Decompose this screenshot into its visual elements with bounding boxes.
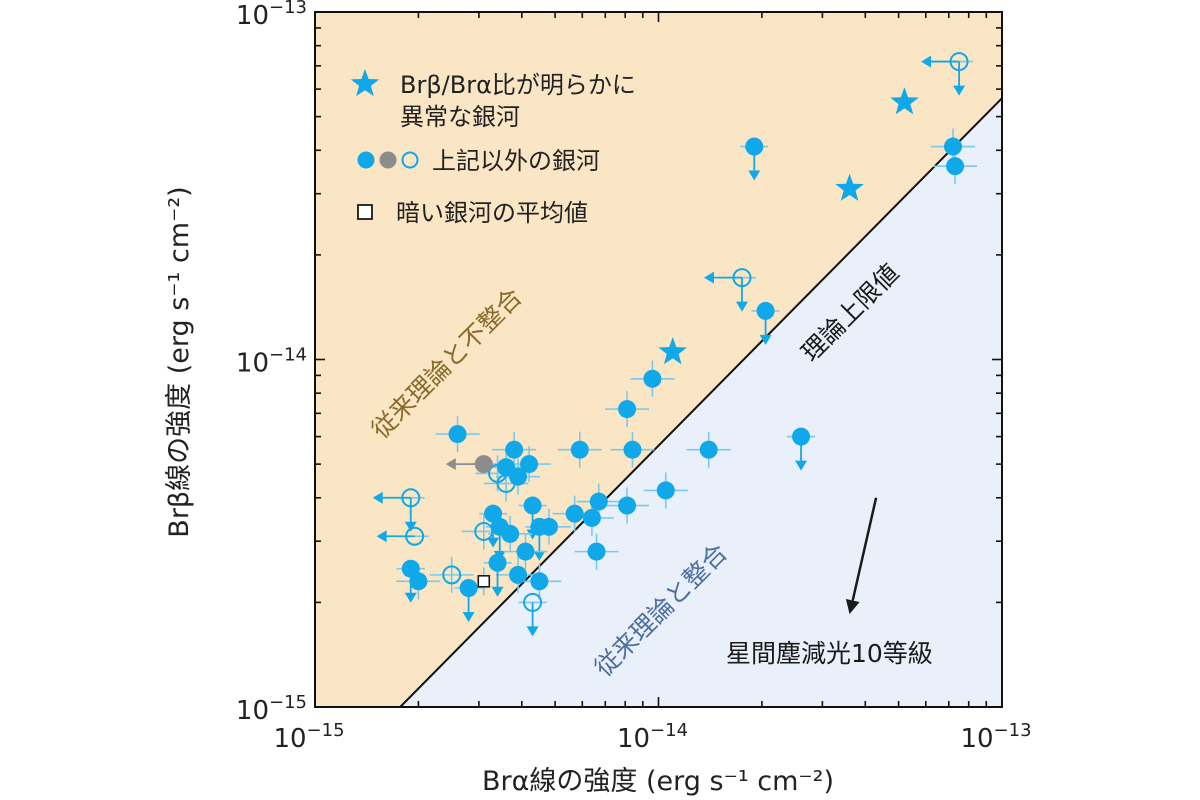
legend-star-icon [350,69,380,97]
circle-point [618,496,637,515]
x-upper-limit-arrowhead [376,530,387,543]
x-upper-limit-arrowhead [703,271,714,284]
extinction-arrow-head [845,598,860,615]
circle-point [623,440,642,459]
open-circle-point [523,592,543,612]
circle-point [448,425,467,444]
markers-group [401,52,969,612]
circle-point [792,427,811,446]
circle-point [656,481,675,500]
legend-square-icon [357,204,373,220]
circle-point [505,440,524,459]
legend-label: Brβ/Brα比が明らかに [400,71,636,99]
circle-point [587,542,606,561]
open-circle-point [474,521,494,541]
gray-circle-point [474,455,493,474]
circle-point [946,157,965,176]
y-upper-limit-arrowhead [759,334,772,345]
y-upper-limit-arrowhead [491,586,504,597]
y-tick-label: 10−14 [236,345,307,379]
circle-point [582,508,601,527]
y-tick-label: 10−15 [236,692,307,726]
x-upper-limit-arrowhead [372,491,383,504]
star-point [890,87,919,115]
y-upper-limit-arrowhead [404,592,417,603]
open-circle-point [401,488,421,508]
star-point [835,173,864,201]
ticks-group: 10−15 10−14 10−13 10−15 10−14 10−13 [236,0,1032,754]
circle-point [509,565,528,584]
theoretical-limit-group [399,97,1003,708]
open-circle-point [732,268,752,288]
circle-point [943,137,962,156]
circle-point [589,492,608,511]
x-axis-label: Brα線の強度 (erg s⁻¹ cm⁻²) [482,766,834,797]
circle-point [520,455,539,474]
open-circle-point [949,52,969,72]
legend-label: 異常な銀河 [400,103,520,131]
annotation-extinction: 星間塵減光10等級 [726,639,933,668]
circle-point [699,440,718,459]
y-upper-limit-arrowhead [526,626,539,637]
circle-point [530,517,549,536]
circle-point [570,440,589,459]
x-upper-limit-arrowhead [445,458,456,471]
legend-filled-circle-icon [357,151,375,169]
circle-point [643,369,662,388]
y-upper-limit-arrowhead [533,550,546,561]
circle-point [516,542,535,561]
y-upper-limit-arrowhead [735,301,748,312]
square-point [477,574,491,588]
y-upper-limit-arrowhead [748,170,761,181]
y-upper-limit-arrowhead [462,612,475,623]
y-tick-label: 10−13 [236,0,307,31]
circle-point [530,572,549,591]
legend-label: 上記以外の銀河 [432,147,600,175]
star-point [658,337,687,365]
y-upper-limit-arrowhead [795,460,808,471]
legend-open-circle-icon [401,151,419,169]
circle-point [756,301,775,320]
circle-point [459,579,478,598]
legend-label: 暗い銀河の平均値 [396,199,588,227]
y-axis-label: Brβ線の強度 (erg s⁻¹ cm⁻²) [164,186,195,537]
circle-point [409,572,428,591]
x-upper-limit-arrowhead [921,55,932,68]
x-tick-label: 10−15 [273,720,344,754]
extinction-arrow-group [845,497,878,615]
circle-point [488,553,507,572]
circle-point [523,496,542,515]
y-upper-limit-arrowhead [487,537,500,548]
y-upper-limit-arrowhead [404,521,417,532]
y-upper-limit-arrowhead [953,85,966,96]
legend-gray-circle-icon [379,151,397,169]
circle-point [618,400,637,419]
extinction-arrow-shaft [851,497,878,601]
circle-point [745,137,764,156]
open-circle-point [405,526,425,546]
theoretical-limit-line [399,97,1003,708]
circle-point [501,524,520,543]
open-circle-point [496,473,516,493]
x-tick-label: 10−14 [617,720,688,754]
open-circle-point [442,565,462,585]
circle-point [565,504,584,523]
x-tick-label: 10−13 [960,720,1031,754]
